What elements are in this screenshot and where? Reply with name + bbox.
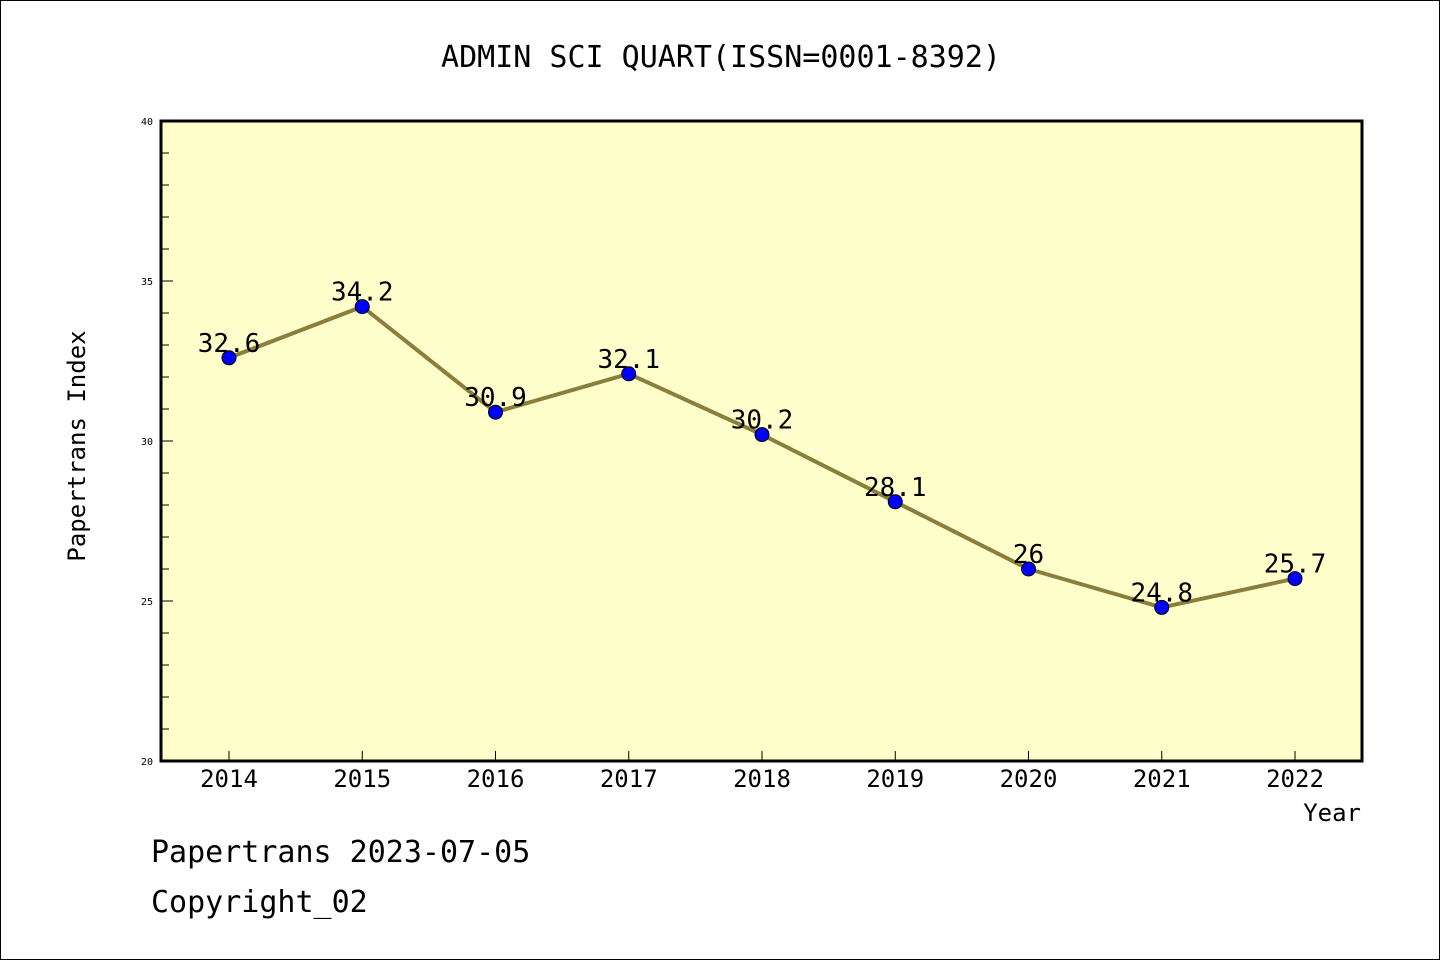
x-tick-label: 2019 bbox=[866, 765, 924, 793]
data-point bbox=[754, 427, 770, 443]
y-tick-label: 20 bbox=[141, 757, 153, 768]
y-axis-label: Papertrans Index bbox=[63, 330, 91, 561]
x-tick-label: 2017 bbox=[600, 765, 658, 793]
footer-date: Papertrans 2023-07-05 bbox=[151, 835, 531, 870]
data-label: 26 bbox=[1013, 540, 1044, 570]
data-point bbox=[1021, 561, 1036, 577]
x-tick-label: 2016 bbox=[467, 765, 525, 793]
y-tick-label: 25 bbox=[141, 597, 153, 608]
data-point bbox=[1287, 571, 1303, 587]
x-tick-label: 2014 bbox=[200, 765, 258, 793]
data-label: 30.9 bbox=[464, 383, 527, 413]
y-tick-label: 35 bbox=[141, 277, 153, 288]
data-point bbox=[488, 404, 503, 420]
x-tick-label: 2022 bbox=[1266, 765, 1324, 793]
data-label: 25.7 bbox=[1264, 550, 1327, 580]
y-tick-label: 40 bbox=[141, 117, 153, 128]
x-tick-label: 2015 bbox=[333, 765, 391, 793]
x-tick-label: 2018 bbox=[733, 765, 791, 793]
data-label: 28.1 bbox=[864, 473, 927, 503]
data-point bbox=[1154, 599, 1170, 615]
footer-copyright: Copyright_02 bbox=[151, 885, 368, 920]
x-tick-label: 2021 bbox=[1133, 765, 1191, 793]
data-point bbox=[221, 350, 237, 366]
data-point bbox=[354, 299, 370, 315]
data-point bbox=[887, 494, 903, 510]
x-axis: 2014 2015 2016 2017 2018 2019 2020 2021 2022 bbox=[200, 751, 1324, 793]
x-axis-label: Year bbox=[1303, 799, 1361, 827]
data-label: 34.2 bbox=[331, 278, 394, 308]
chart-title: ADMIN SCI QUART(ISSN=0001-8392) bbox=[441, 40, 1001, 75]
series-line: 32.6 34.2 30.9 32.1 30.2 28.1 26 24.8 25.7 bbox=[198, 278, 1327, 615]
x-tick-label: 2020 bbox=[1000, 765, 1058, 793]
data-label: 32.1 bbox=[597, 345, 660, 375]
data-point bbox=[621, 366, 637, 382]
data-label: 24.8 bbox=[1130, 578, 1193, 608]
y-tick-label: 30 bbox=[141, 437, 153, 448]
data-label: 32.6 bbox=[198, 329, 261, 359]
y-axis: 20 25 30 35 40 bbox=[141, 117, 173, 768]
data-label: 30.2 bbox=[731, 406, 794, 436]
